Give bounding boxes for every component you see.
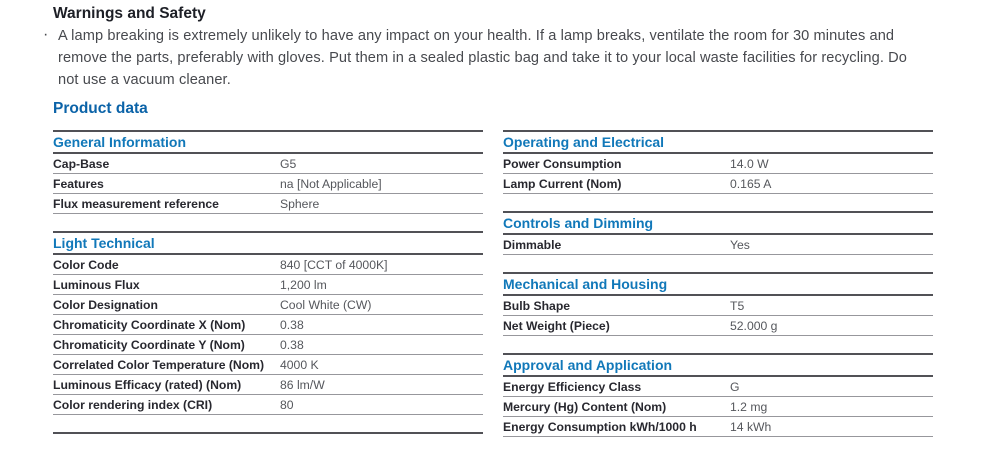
row-value: 0.165 A	[730, 176, 772, 191]
row-label: Chromaticity Coordinate Y (Nom)	[53, 337, 245, 352]
section-general-information: General Information Cap-Base G5 Features…	[53, 130, 483, 214]
section-operating-and-electrical: Operating and Electrical Power Consumpti…	[503, 130, 933, 194]
warning-list-item: · A lamp breaking is extremely unlikely …	[43, 25, 933, 91]
table-row: Power Consumption 14.0 W	[503, 154, 933, 174]
product-data-title: Product data	[53, 100, 148, 117]
row-label: Bulb Shape	[503, 298, 571, 313]
row-value: 52.000 g	[730, 318, 778, 333]
section-title: Controls and Dimming	[503, 213, 933, 235]
table-row: Flux measurement reference Sphere	[53, 194, 483, 214]
row-label: Color Designation	[53, 297, 158, 312]
row-value: Cool White (CW)	[280, 297, 372, 312]
table-row: Luminous Flux 1,200 lm	[53, 275, 483, 295]
table-row: Energy Efficiency Class G	[503, 377, 933, 397]
section-approval-and-application: Approval and Application Energy Efficien…	[503, 353, 933, 437]
section-title: General Information	[53, 132, 483, 154]
row-value: G	[730, 379, 740, 394]
row-value: Sphere	[280, 196, 320, 211]
table-row: Chromaticity Coordinate X (Nom) 0.38	[53, 315, 483, 335]
row-value: 0.38	[280, 337, 304, 352]
next-section-top-border	[53, 432, 483, 434]
row-value: 1,200 lm	[280, 277, 327, 292]
row-label: Luminous Efficacy (rated) (Nom)	[53, 377, 242, 392]
row-value: 1.2 mg	[730, 399, 768, 414]
row-label: Cap-Base	[53, 156, 110, 171]
table-row: Features na [Not Applicable]	[53, 174, 483, 194]
row-value: T5	[730, 298, 745, 313]
table-row: Chromaticity Coordinate Y (Nom) 0.38	[53, 335, 483, 355]
row-label: Color rendering index (CRI)	[53, 397, 213, 412]
section-mechanical-and-housing: Mechanical and Housing Bulb Shape T5 Net…	[503, 272, 933, 336]
section-controls-and-dimming: Controls and Dimming Dimmable Yes	[503, 211, 933, 255]
row-value: 840 [CCT of 4000K]	[280, 257, 388, 272]
table-row: Net Weight (Piece) 52.000 g	[503, 316, 933, 336]
section-light-technical: Light Technical Color Code 840 [CCT of 4…	[53, 231, 483, 415]
table-row: Mercury (Hg) Content (Nom) 1.2 mg	[503, 397, 933, 417]
row-label: Flux measurement reference	[53, 196, 219, 211]
row-label: Net Weight (Piece)	[503, 318, 610, 333]
table-row: Color Code 840 [CCT of 4000K]	[53, 255, 483, 275]
table-row: Luminous Efficacy (rated) (Nom) 86 lm/W	[53, 375, 483, 395]
row-label: Lamp Current (Nom)	[503, 176, 622, 191]
section-title: Operating and Electrical	[503, 132, 933, 154]
row-label: Luminous Flux	[53, 277, 140, 292]
table-row: Dimmable Yes	[503, 235, 933, 255]
warning-line: A lamp breaking is extremely unlikely to…	[58, 28, 895, 44]
warning-line: not use a vacuum cleaner.	[58, 72, 231, 88]
row-label: Energy Consumption kWh/1000 h	[503, 419, 697, 434]
row-label: Mercury (Hg) Content (Nom)	[503, 399, 667, 414]
row-value: 14.0 W	[730, 156, 769, 171]
table-row: Correlated Color Temperature (Nom) 4000 …	[53, 355, 483, 375]
warnings-title: Warnings and Safety	[53, 5, 206, 22]
table-row: Color rendering index (CRI) 80	[53, 395, 483, 415]
product-data-columns: General Information Cap-Base G5 Features…	[53, 130, 933, 454]
row-label: Chromaticity Coordinate X (Nom)	[53, 317, 246, 332]
bullet-marker: ·	[43, 26, 49, 43]
table-row: Cap-Base G5	[53, 154, 483, 174]
row-label: Correlated Color Temperature (Nom)	[53, 357, 265, 372]
row-value: Yes	[730, 237, 750, 252]
table-row: Energy Consumption kWh/1000 h 14 kWh	[503, 417, 933, 437]
warning-line: remove the parts, preferably with gloves…	[58, 50, 907, 66]
row-label: Power Consumption	[503, 156, 622, 171]
right-column: Operating and Electrical Power Consumpti…	[503, 130, 933, 454]
row-value: G5	[280, 156, 297, 171]
table-row: Color Designation Cool White (CW)	[53, 295, 483, 315]
left-column: General Information Cap-Base G5 Features…	[53, 130, 483, 454]
row-label: Features	[53, 176, 104, 191]
table-row: Lamp Current (Nom) 0.165 A	[503, 174, 933, 194]
section-title: Light Technical	[53, 233, 483, 255]
row-value: 14 kWh	[730, 419, 772, 434]
row-value: 4000 K	[280, 357, 319, 372]
row-label: Energy Efficiency Class	[503, 379, 642, 394]
section-title: Approval and Application	[503, 355, 933, 377]
row-value: 80	[280, 397, 294, 412]
table-row: Bulb Shape T5	[503, 296, 933, 316]
page-content: Warnings and Safety · A lamp breaking is…	[43, 4, 933, 454]
section-title: Mechanical and Housing	[503, 274, 933, 296]
row-value: 0.38	[280, 317, 304, 332]
row-value: na [Not Applicable]	[280, 176, 382, 191]
row-value: 86 lm/W	[280, 377, 325, 392]
row-label: Color Code	[53, 257, 119, 272]
row-label: Dimmable	[503, 237, 562, 252]
warnings-section: Warnings and Safety · A lamp breaking is…	[43, 4, 933, 91]
